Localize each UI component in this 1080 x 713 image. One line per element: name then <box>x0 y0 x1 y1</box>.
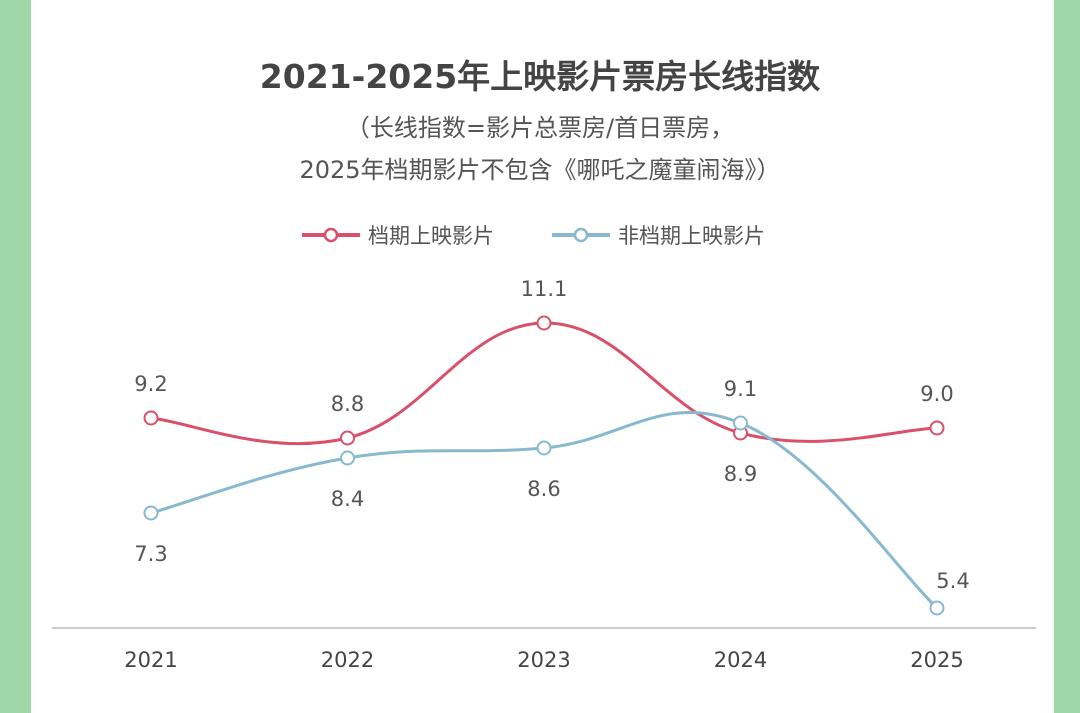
data-label-0-4: 9.0 <box>920 382 953 406</box>
series-line-0 <box>150 321 938 446</box>
x-tick-label: 2022 <box>321 648 374 672</box>
legend-marker-1 <box>573 227 589 243</box>
chart-title: 2021-2025年上映影片票房长线指数 <box>259 57 821 96</box>
data-point-0-0 <box>143 410 159 426</box>
data-label-1-2: 8.6 <box>527 477 560 501</box>
chart-subtitle-line-2: 2025年档期影片不包含《哪吒之魔童闹海》） <box>299 156 781 184</box>
x-tick-label: 2023 <box>517 648 570 672</box>
data-label-0-0: 9.2 <box>134 372 167 396</box>
chart-subtitle-line-1: （长线指数=影片总票房/首日票房， <box>345 114 735 142</box>
x-tick-label: 2025 <box>910 648 963 672</box>
data-point-0-1 <box>340 430 355 446</box>
data-point-1-2 <box>536 440 552 456</box>
x-tick-label: 2021 <box>124 648 177 672</box>
data-label-0-3: 8.9 <box>724 462 757 486</box>
data-label-1-3: 9.1 <box>724 377 757 401</box>
data-label-1-1: 8.4 <box>331 487 364 511</box>
data-label-0-2: 11.1 <box>521 277 568 301</box>
data-label-1-0: 7.3 <box>134 542 167 566</box>
data-point-1-0 <box>143 505 159 521</box>
data-point-0-4 <box>929 420 945 436</box>
x-tick-label: 2024 <box>714 648 767 672</box>
data-point-1-4 <box>929 600 945 616</box>
data-label-1-4: 5.4 <box>936 569 969 593</box>
data-label-0-1: 8.8 <box>331 392 364 416</box>
data-point-0-2 <box>536 315 552 331</box>
data-point-1-3 <box>733 415 748 431</box>
data-point-1-1 <box>340 450 355 466</box>
chart-panel <box>31 0 1054 713</box>
legend-marker-0 <box>323 227 339 243</box>
legend-label-0: 档期上映影片 <box>368 224 494 248</box>
legend-label-1: 非档期上映影片 <box>618 224 765 248</box>
